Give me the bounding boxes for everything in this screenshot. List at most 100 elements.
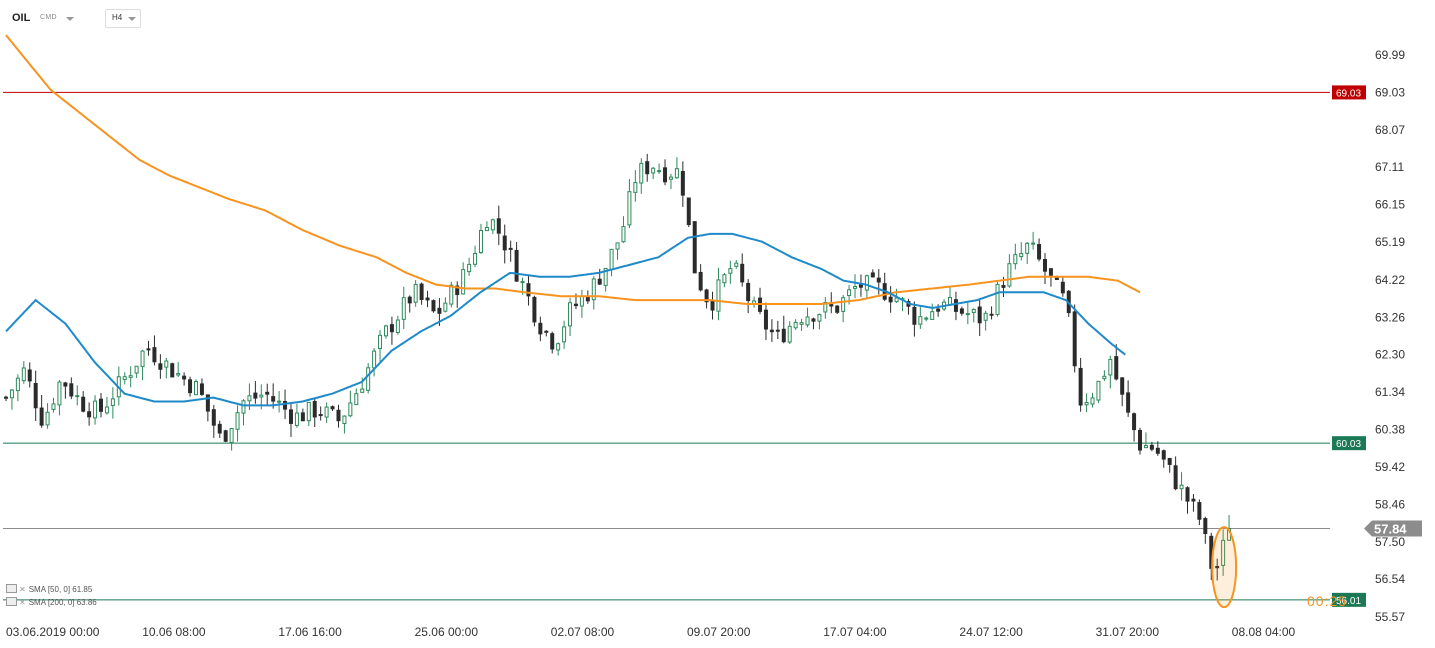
candle-body[interactable] bbox=[959, 308, 964, 314]
candle-body[interactable] bbox=[556, 343, 561, 351]
candle-body[interactable] bbox=[787, 325, 792, 343]
candle-body[interactable] bbox=[241, 400, 246, 414]
candle-body[interactable] bbox=[478, 230, 483, 254]
candle-body[interactable] bbox=[799, 322, 804, 325]
candle-body[interactable] bbox=[722, 274, 727, 284]
candle-body[interactable] bbox=[1072, 311, 1077, 367]
candle-body[interactable] bbox=[769, 329, 774, 333]
candle-body[interactable] bbox=[265, 391, 270, 395]
candle-body[interactable] bbox=[63, 382, 68, 387]
candle-body[interactable] bbox=[193, 381, 198, 396]
candle-body[interactable] bbox=[829, 304, 834, 307]
candle-body[interactable] bbox=[930, 311, 935, 320]
candle-body[interactable] bbox=[455, 285, 460, 296]
candle-body[interactable] bbox=[615, 242, 620, 250]
candle-body[interactable] bbox=[283, 401, 288, 410]
sma-50-line[interactable] bbox=[5, 232, 1126, 407]
candle-body[interactable] bbox=[1001, 285, 1006, 288]
candle-body[interactable] bbox=[306, 401, 311, 422]
candle-body[interactable] bbox=[467, 263, 472, 273]
candle-body[interactable] bbox=[876, 277, 881, 283]
candle-body[interactable] bbox=[294, 412, 299, 426]
candle-body[interactable] bbox=[57, 381, 62, 406]
candle-body[interactable] bbox=[657, 170, 662, 173]
candle-body[interactable] bbox=[1149, 444, 1154, 450]
candle-body[interactable] bbox=[277, 400, 282, 403]
candle-body[interactable] bbox=[841, 297, 846, 312]
candle-body[interactable] bbox=[324, 406, 329, 418]
candle-body[interactable] bbox=[1132, 413, 1137, 431]
candle-body[interactable] bbox=[597, 278, 602, 285]
candle-body[interactable] bbox=[948, 296, 953, 306]
candle-body[interactable] bbox=[312, 400, 317, 418]
candle-body[interactable] bbox=[490, 219, 495, 231]
candle-body[interactable] bbox=[1084, 401, 1089, 406]
candle-body[interactable] bbox=[158, 363, 163, 370]
candle-body[interactable] bbox=[1185, 487, 1190, 502]
candle-body[interactable] bbox=[1090, 397, 1095, 405]
candle-body[interactable] bbox=[734, 262, 739, 267]
candle-body[interactable] bbox=[300, 412, 305, 422]
candle-body[interactable] bbox=[318, 414, 323, 417]
candle-body[interactable] bbox=[532, 296, 537, 323]
candle-body[interactable] bbox=[639, 162, 644, 184]
candle-body[interactable] bbox=[122, 376, 127, 381]
candle-body[interactable] bbox=[75, 395, 80, 398]
symbol-label[interactable]: OIL bbox=[12, 12, 31, 24]
candle-body[interactable] bbox=[146, 348, 151, 351]
candle-body[interactable] bbox=[128, 375, 133, 378]
candle-body[interactable] bbox=[223, 430, 228, 442]
candle-body[interactable] bbox=[562, 326, 567, 343]
candle-body[interactable] bbox=[259, 394, 264, 398]
candle-body[interactable] bbox=[182, 375, 187, 380]
candle-body[interactable] bbox=[1114, 356, 1119, 380]
candle-body[interactable] bbox=[894, 297, 899, 303]
sma-200-line[interactable] bbox=[5, 34, 1141, 305]
candle-body[interactable] bbox=[431, 300, 436, 312]
candle-body[interactable] bbox=[372, 350, 377, 369]
candle-body[interactable] bbox=[360, 388, 365, 393]
candle-body[interactable] bbox=[775, 329, 780, 332]
candle-body[interactable] bbox=[354, 393, 359, 406]
candle-body[interactable] bbox=[853, 286, 858, 289]
candle-body[interactable] bbox=[621, 226, 626, 243]
candle-body[interactable] bbox=[1096, 380, 1101, 401]
level-tag[interactable] bbox=[1332, 85, 1366, 100]
candle-body[interactable] bbox=[1060, 281, 1065, 294]
symbol-chevron-down-icon[interactable] bbox=[66, 17, 74, 21]
candle-body[interactable] bbox=[235, 412, 240, 430]
candle-body[interactable] bbox=[51, 403, 56, 410]
candle-body[interactable] bbox=[140, 350, 145, 368]
candle-body[interactable] bbox=[288, 409, 293, 424]
candle-body[interactable] bbox=[918, 316, 923, 325]
candle-body[interactable] bbox=[710, 300, 715, 311]
candle-body[interactable] bbox=[680, 171, 685, 196]
candle-body[interactable] bbox=[870, 272, 875, 278]
candle-body[interactable] bbox=[698, 271, 703, 291]
candle-body[interactable] bbox=[69, 383, 74, 397]
candle-body[interactable] bbox=[538, 322, 543, 335]
candle-body[interactable] bbox=[110, 398, 115, 406]
candle-body[interactable] bbox=[746, 282, 751, 302]
candle-body[interactable] bbox=[253, 392, 258, 399]
candle-body[interactable] bbox=[15, 377, 20, 392]
candle-body[interactable] bbox=[936, 308, 941, 312]
candle-body[interactable] bbox=[395, 319, 400, 334]
candle-body[interactable] bbox=[45, 411, 50, 426]
candle-body[interactable] bbox=[983, 312, 988, 321]
candle-body[interactable] bbox=[520, 281, 525, 284]
candle-body[interactable] bbox=[847, 289, 852, 297]
candle-body[interactable] bbox=[823, 302, 828, 313]
candle-body[interactable] bbox=[1019, 253, 1024, 257]
candle-body[interactable] bbox=[579, 295, 584, 307]
candle-body[interactable] bbox=[229, 428, 234, 443]
timeframe-select[interactable]: H4 bbox=[105, 9, 141, 28]
candle-body[interactable] bbox=[81, 396, 86, 412]
candle-body[interactable] bbox=[924, 317, 929, 320]
candle-body[interactable] bbox=[217, 423, 222, 434]
candle-body[interactable] bbox=[27, 369, 32, 382]
candle-body[interactable] bbox=[176, 373, 181, 376]
candle-body[interactable] bbox=[443, 302, 448, 312]
candle-body[interactable] bbox=[1167, 457, 1172, 465]
